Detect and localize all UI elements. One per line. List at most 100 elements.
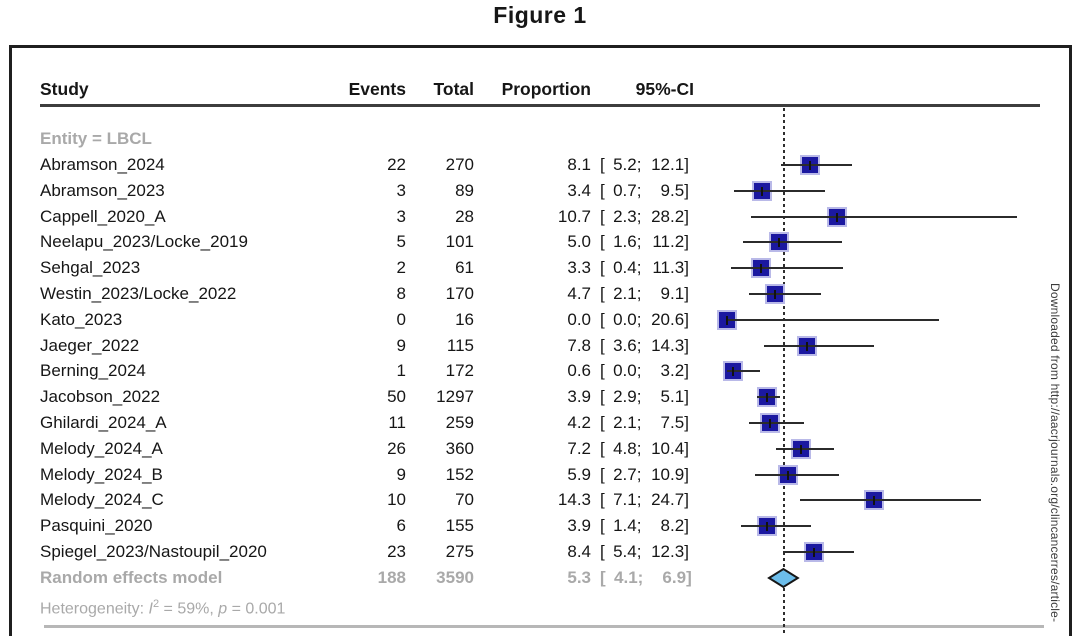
point-estimate-tick (777, 238, 780, 248)
total-value: 172 (445, 361, 474, 381)
ci-whisker (734, 189, 825, 192)
point-estimate-tick (836, 212, 839, 222)
events-value: 1 (396, 361, 406, 381)
total-value: 16 (455, 309, 474, 329)
heterogeneity-text: Heterogeneity: I2 = 59%, p = 0.001 (40, 591, 285, 617)
ci-value: [7.1; 24.7] (600, 487, 710, 513)
table-row: Jaeger_2022 9 115 7.8 [3.6; 14.3] (0, 333, 1080, 359)
table-row: Spiegel_2023/Nastoupil_2020 23 275 8.4 [5.4;… (0, 539, 1080, 565)
header-rule (40, 104, 1040, 107)
ci-value: [1.6; 11.2] (600, 229, 710, 255)
total-value: 155 (445, 516, 474, 536)
ci-upper: 24.7 (651, 490, 685, 510)
p-symbol: p (218, 600, 228, 618)
ci-whisker (743, 241, 843, 244)
ci-value: [1.4; 8.2] (600, 513, 710, 539)
total-value: 152 (445, 464, 474, 484)
ci-lower: 0.0 (613, 309, 637, 329)
study-name: Spiegel_2023/Nastoupil_2020 (40, 542, 267, 561)
i-squared-symbol: I (148, 600, 153, 618)
table-row: Berning_2024 1 172 0.6 [0.0; 3.2] (0, 358, 1080, 384)
point-estimate-tick (786, 470, 789, 480)
ci-whisker (780, 164, 852, 166)
table-row: Kato_2023 0 16 0.0[0.0; 20.6] (0, 307, 1080, 333)
total-value: 259 (445, 413, 474, 432)
total-value: 270 (445, 155, 474, 174)
ci-whisker (782, 551, 854, 553)
ci-whisker (731, 267, 844, 270)
study-name: Random effects model (40, 568, 223, 587)
proportion-value: 5.0 (567, 232, 591, 252)
ci-lower: 3.6 (613, 335, 637, 355)
total-value: 28 (455, 206, 474, 226)
study-name: Berning_2024 (40, 361, 146, 381)
ci-upper: 7.5 (660, 413, 685, 432)
ci-lower: 5.4 (613, 542, 637, 561)
study-name: Abramson_2023 (40, 180, 165, 200)
ci-value: [4.8; 10.4] (600, 436, 710, 462)
events-value: 23 (387, 542, 406, 561)
table-row: Westin_2023/Locke_2022 8 170 4.7 [2.1; 9.1] (0, 281, 1080, 307)
i-squared-sup: 2 (152, 598, 160, 610)
total-value: 89 (455, 180, 474, 200)
proportion-value: 7.8 (567, 335, 591, 355)
col-header-ci: 95%-CI (635, 79, 694, 99)
events-value: 10 (387, 490, 406, 510)
table-row: Melody_2024_B 9 152 5.9 [2.7; 10.9] (0, 462, 1080, 488)
ci-value: [0.0; 20.6] (600, 307, 710, 333)
ci-upper: 5.1 (660, 387, 685, 407)
proportion-value: 4.7 (567, 284, 591, 303)
ci-lower: 1.6 (613, 232, 637, 252)
point-estimate-tick (873, 496, 876, 506)
proportion-value: 5.3 (567, 568, 591, 587)
study-name: Melody_2024_B (40, 464, 163, 484)
study-name: Ghilardi_2024_A (40, 413, 167, 432)
ci-whisker (727, 370, 760, 373)
ci-lower: 2.9 (613, 387, 637, 407)
point-estimate-tick (766, 522, 769, 532)
point-estimate-tick (726, 315, 728, 325)
ci-upper: 10.4 (651, 438, 685, 458)
study-name: Cappell_2020_A (40, 206, 166, 226)
ci-value: [0.4; 11.3] (600, 255, 710, 281)
group-label-row: Entity = LBCL (0, 126, 1080, 152)
ci-lower: 5.2 (613, 155, 637, 174)
ci-upper: 11.3 (652, 258, 685, 278)
proportion-value: 0.6 (567, 361, 591, 381)
proportion-value: 4.2 (567, 413, 591, 432)
ci-lower: 0.0 (613, 361, 637, 381)
events-value: 3 (396, 206, 406, 226)
col-header-proportion: Proportion (501, 79, 591, 99)
proportion-value: 3.9 (567, 516, 591, 536)
ci-upper: 3.2 (660, 361, 685, 381)
p-value: = 0.001 (227, 600, 286, 618)
point-estimate-tick (812, 548, 815, 557)
journal-watermark: Downloaded from http://aacrjournals.org/… (1048, 283, 1062, 623)
ci-upper: 8.2 (660, 516, 685, 536)
events-value: 22 (387, 155, 406, 174)
total-value: 115 (446, 335, 474, 355)
total-value: 70 (455, 490, 474, 510)
ci-upper: 10.9 (651, 464, 685, 484)
table-row: Pasquini_2020 6 155 3.9 [1.4; 8.2] (0, 513, 1080, 539)
ci-upper: 12.1 (651, 155, 685, 174)
proportion-value: 14.3 (557, 490, 591, 510)
total-value: 101 (445, 232, 474, 252)
events-value: 50 (387, 387, 406, 407)
bottom-rule (44, 625, 1044, 628)
proportion-value: 8.1 (567, 155, 591, 174)
ci-lower: 7.1 (613, 490, 637, 510)
proportion-value: 3.4 (567, 180, 591, 200)
ci-lower: 2.1 (613, 284, 637, 303)
group-label: Entity = LBCL (40, 129, 152, 148)
total-value: 360 (445, 438, 474, 458)
ci-whisker (748, 293, 821, 295)
ci-value: [0.7; 9.5] (600, 178, 710, 204)
ci-upper: 6.9 (662, 568, 687, 587)
events-value: 8 (396, 284, 406, 303)
col-header-events: Events (348, 79, 406, 99)
study-name: Melody_2024_A (40, 438, 163, 458)
point-estimate-tick (806, 341, 809, 351)
ci-upper: 20.6 (651, 309, 685, 329)
table-row: Abramson_2024 22 270 8.1 [5.2; 12.1] (0, 152, 1080, 178)
